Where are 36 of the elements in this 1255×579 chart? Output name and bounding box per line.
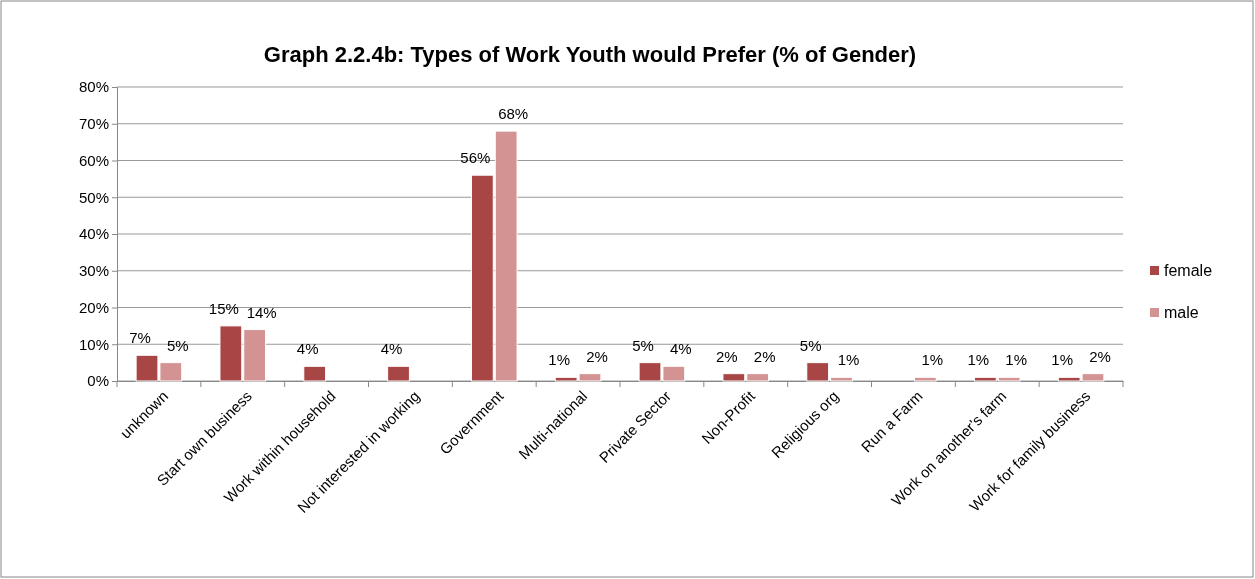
data-label: 15%: [208, 299, 239, 317]
data-label: 1%: [837, 351, 860, 369]
y-tick-label: 60%: [78, 151, 109, 169]
legend-label: male: [1164, 304, 1199, 321]
data-label: 1%: [921, 351, 944, 369]
bar: [913, 376, 937, 382]
data-label: 2%: [1089, 347, 1111, 365]
y-tick-label: 40%: [78, 225, 109, 243]
data-label: 5%: [632, 336, 654, 354]
y-tick-label: 10%: [78, 335, 109, 353]
chart-title: Graph 2.2.4b: Types of Work Youth would Prefer (% of Gender): [263, 42, 917, 67]
data-label: 4%: [380, 340, 403, 358]
data-label: 2%: [716, 347, 738, 365]
data-label: 2%: [586, 347, 608, 365]
data-label: 1%: [967, 351, 990, 369]
y-tick-label: 50%: [78, 188, 109, 206]
data-label: 1%: [1005, 351, 1027, 369]
data-label: 5%: [799, 336, 822, 354]
y-tick-label: 70%: [78, 115, 109, 133]
y-tick-label: 30%: [78, 262, 109, 280]
data-label: 5%: [166, 336, 189, 354]
y-tick-label: 0%: [87, 372, 109, 390]
data-label: 14%: [246, 303, 277, 321]
data-label: 2%: [753, 347, 776, 365]
legend-label: female: [1164, 262, 1213, 279]
data-label: 1%: [1051, 351, 1074, 369]
data-label: 4%: [669, 340, 692, 358]
y-tick-label: 80%: [78, 78, 109, 96]
y-tick-label: 20%: [78, 298, 109, 316]
data-label: 1%: [548, 351, 571, 369]
bar: [387, 365, 410, 382]
data-label: 4%: [296, 340, 319, 358]
data-label: 7%: [129, 329, 151, 347]
data-label: 68%: [498, 105, 529, 123]
bar: [303, 365, 327, 382]
data-label: 56%: [460, 149, 491, 167]
